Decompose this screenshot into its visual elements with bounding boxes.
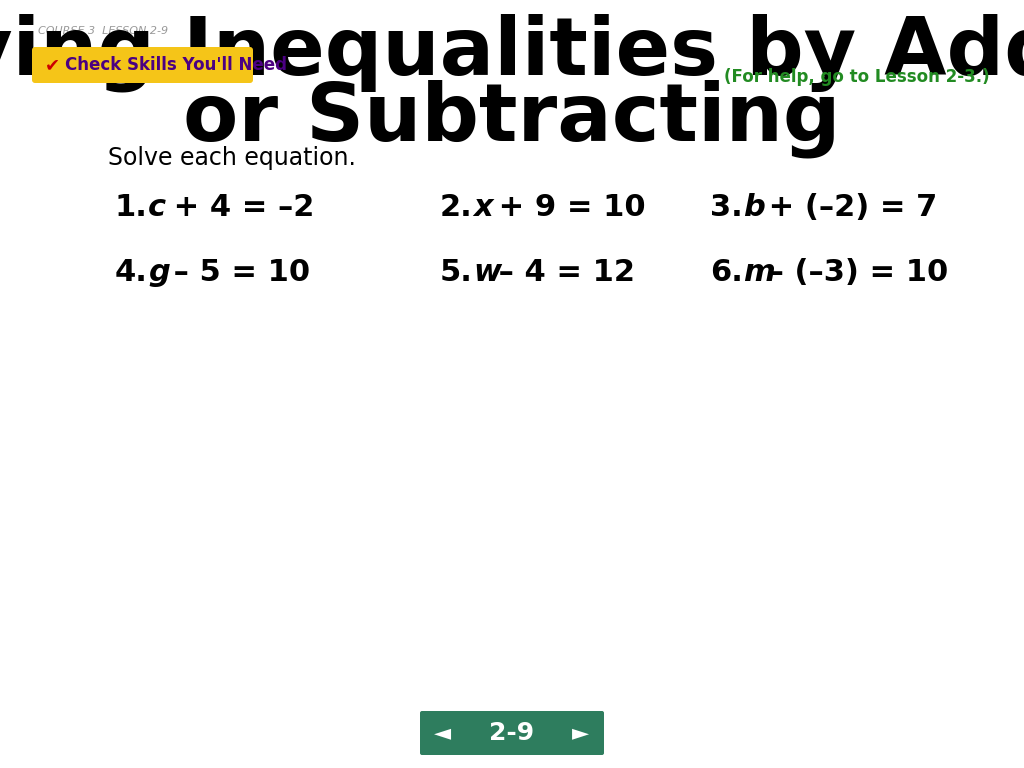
Text: – 4 = 12: – 4 = 12 [488,258,635,287]
Text: – (–3) = 10: – (–3) = 10 [758,258,948,287]
FancyBboxPatch shape [420,711,466,755]
FancyBboxPatch shape [32,47,253,83]
Text: Solving Inequalities by Adding: Solving Inequalities by Adding [0,13,1024,91]
FancyBboxPatch shape [462,711,562,755]
Text: b: b [743,193,765,222]
Text: (For help, go to Lesson 2-3.): (For help, go to Lesson 2-3.) [724,68,990,86]
Text: or Subtracting: or Subtracting [183,80,841,158]
Text: w: w [473,258,501,287]
Text: x: x [473,193,493,222]
Text: ►: ► [572,723,590,743]
Text: c: c [148,193,166,222]
Text: 5.: 5. [440,258,473,287]
Text: 2.: 2. [440,193,473,222]
Text: + (–2) = 7: + (–2) = 7 [758,193,937,222]
Text: 1.: 1. [115,193,147,222]
Text: 6.: 6. [710,258,742,287]
Text: ◄: ◄ [434,723,452,743]
FancyBboxPatch shape [558,711,604,755]
Text: Solve each equation.: Solve each equation. [108,146,356,170]
Text: 2-9: 2-9 [489,721,535,745]
Text: + 4 = –2: + 4 = –2 [163,193,314,222]
Text: g: g [148,258,170,287]
Text: – 5 = 10: – 5 = 10 [163,258,310,287]
Text: COURSE 3  LESSON 2-9: COURSE 3 LESSON 2-9 [38,26,168,36]
Text: + 9 = 10: + 9 = 10 [488,193,645,222]
Text: 3.: 3. [710,193,742,222]
Text: 4.: 4. [115,258,147,287]
Text: m: m [743,258,775,287]
Text: Check Skills You'll Need: Check Skills You'll Need [65,56,287,74]
Text: ✔: ✔ [45,56,60,74]
